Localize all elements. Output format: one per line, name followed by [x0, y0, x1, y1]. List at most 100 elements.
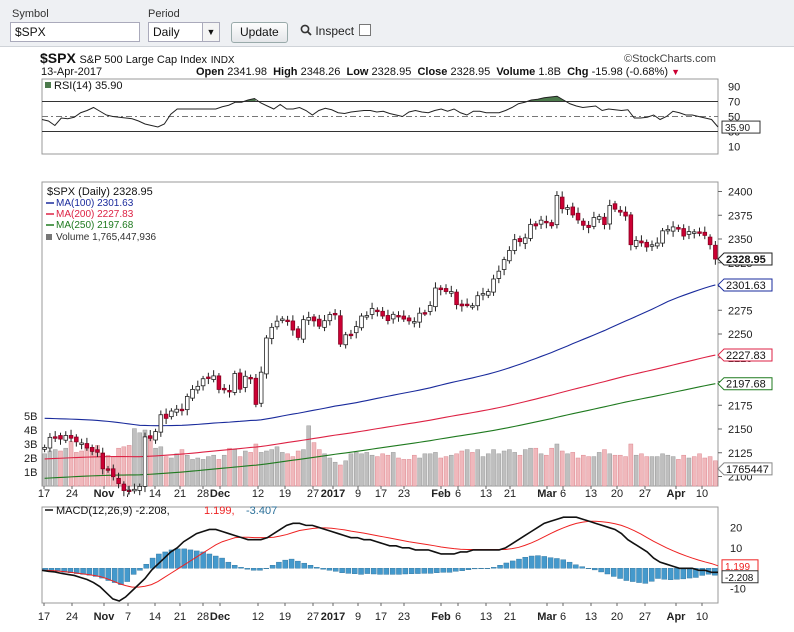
volume-bar — [697, 453, 702, 487]
candle-body — [179, 408, 185, 412]
update-button[interactable]: Update — [231, 22, 288, 43]
volume-bar — [702, 457, 708, 487]
volume-bar — [121, 446, 127, 487]
x-tick-label: 28 — [197, 488, 209, 500]
candle-body — [390, 313, 396, 320]
inspect-checkbox[interactable] — [359, 24, 372, 36]
candle-body — [237, 372, 243, 390]
chevron-down-icon[interactable]: ▼ — [202, 23, 219, 41]
x-tick-label: Feb — [431, 611, 451, 623]
x-tick-label: Dec — [210, 488, 230, 500]
macd-signal-last: 1.199 — [725, 562, 750, 573]
x-tick-label: 2017 — [321, 488, 345, 500]
candle-body — [132, 488, 137, 492]
macd-histogram-bar — [225, 561, 232, 569]
candle-body — [343, 334, 348, 346]
period-select[interactable]: Daily ▼ — [148, 22, 220, 42]
volume-bar — [707, 456, 713, 487]
macd-histogram-bar — [168, 549, 175, 569]
inspect-toggle[interactable]: Inspect — [300, 24, 372, 38]
volume-bar — [84, 447, 90, 487]
candle-body — [512, 239, 517, 251]
volume-bar — [137, 432, 142, 487]
x-tick-label: 19 — [279, 611, 291, 623]
ma-legend: MA(250) 2197.68 — [56, 220, 134, 231]
volume-bar — [169, 457, 174, 487]
macd-histogram-bar — [99, 568, 105, 579]
macd-histogram-bar — [326, 568, 333, 571]
volume-bar — [406, 459, 412, 487]
volume-bar — [132, 428, 137, 487]
volume-bar — [454, 453, 459, 487]
x-tick-label: 27 — [639, 488, 651, 500]
volume-bar — [274, 446, 280, 487]
macd-legend: MACD(12,26,9) -2.208, — [56, 505, 170, 517]
macd-histogram-bar — [560, 559, 566, 569]
candle-body — [491, 278, 496, 293]
rsi-tick-label: 70 — [728, 97, 740, 109]
candle-body — [660, 230, 665, 244]
volume-bar — [486, 453, 491, 487]
macd-histogram-bar — [314, 567, 320, 569]
symbol-input[interactable]: $SPX — [10, 22, 140, 42]
macd-histogram-bar — [389, 568, 396, 575]
volume-bar — [639, 453, 644, 487]
candle-body — [575, 212, 581, 221]
ma250-line — [44, 383, 716, 479]
candle-body — [655, 242, 660, 247]
volume-bar — [306, 425, 311, 487]
macd-histogram-bar — [655, 568, 661, 579]
macd-histogram-bar — [48, 568, 55, 571]
candle-body — [618, 209, 623, 213]
macd-histogram-bar — [699, 568, 705, 576]
x-tick-label: Nov — [94, 488, 116, 500]
volume-bar — [470, 452, 475, 487]
ma100-tag-label: 2301.63 — [726, 280, 766, 292]
macd-histogram-bar — [686, 568, 693, 579]
candle-body — [697, 231, 702, 234]
volume-bar — [111, 456, 116, 487]
ma250-tag-box — [717, 377, 773, 391]
x-tick-label: 6 — [455, 611, 461, 623]
volume-bar — [522, 449, 528, 487]
candle-body — [290, 320, 296, 331]
macd-histogram-bar — [238, 567, 244, 569]
volume-bar — [364, 452, 370, 487]
macd-histogram-bar — [592, 568, 598, 571]
close-tag-label: 2328.95 — [726, 254, 766, 266]
candle-body — [406, 317, 412, 322]
macd-histogram-bar — [484, 568, 491, 569]
candle-body — [427, 305, 433, 312]
macd-histogram-bar — [421, 568, 427, 574]
candle-body — [148, 435, 153, 439]
candle-body — [195, 385, 201, 391]
price-tick-label: 2225 — [728, 353, 752, 365]
price-tick-label: 2275 — [728, 305, 752, 317]
x-tick-label: 10 — [696, 488, 708, 500]
macd-histogram-bar — [263, 568, 270, 569]
macd-histogram-bar — [516, 558, 522, 569]
candle-body — [586, 224, 591, 228]
title-line: $SPX S&P 500 Large Cap Index INDX — [40, 50, 235, 66]
macd-histogram-bar — [604, 568, 611, 575]
volume-tag-label: 1765447 — [726, 464, 769, 476]
candle-body — [306, 317, 311, 321]
macd-hist-legend: -3.407 — [246, 505, 277, 517]
candle-body — [501, 259, 507, 270]
volume-bar — [559, 450, 565, 487]
volume-bar — [433, 452, 438, 487]
price-tick-label: 2300 — [728, 282, 752, 294]
macd-signal-line — [42, 520, 719, 588]
volume-bar — [369, 454, 375, 487]
x-tick-label: 6 — [455, 488, 461, 500]
candle-body — [691, 231, 697, 234]
volume-tick-label: 3B — [24, 439, 37, 451]
x-tick-label: 2017 — [321, 611, 345, 623]
candle-body — [95, 449, 100, 453]
candle-body — [58, 435, 63, 440]
volume-bar — [105, 454, 111, 487]
x-tick-label: 20 — [611, 488, 623, 500]
macd-histogram-bar — [636, 568, 642, 583]
macd-histogram-bar — [111, 568, 118, 583]
period-value: Daily — [153, 25, 180, 39]
